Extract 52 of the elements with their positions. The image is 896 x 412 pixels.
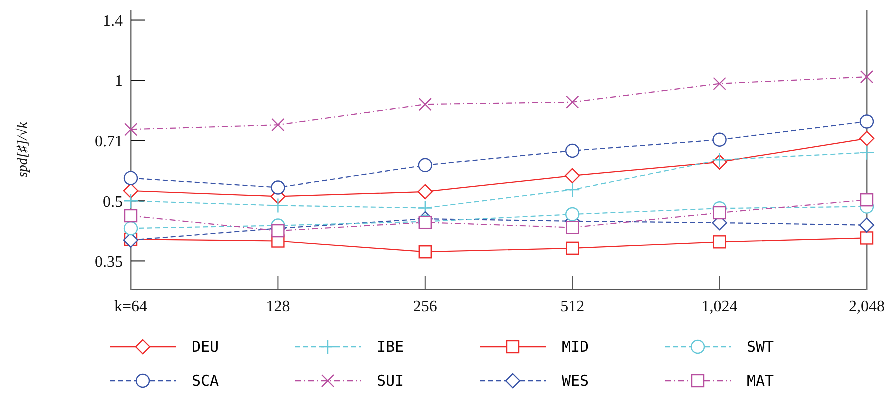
point — [272, 118, 285, 132]
point — [713, 77, 726, 90]
point — [566, 207, 580, 222]
point — [123, 183, 139, 199]
legend-label: SUI — [377, 372, 404, 390]
point — [713, 236, 726, 249]
point — [123, 194, 139, 209]
point — [418, 98, 432, 112]
legend-label: IBE — [377, 338, 404, 356]
y-tick-label: 0.35 — [95, 254, 123, 271]
legend-label: MID — [562, 338, 590, 356]
y-tick-label: 0.71 — [95, 134, 123, 151]
point — [566, 144, 580, 158]
legend-label: SWT — [747, 338, 774, 356]
point — [860, 193, 874, 207]
x-tick-label: 256 — [413, 298, 438, 316]
point — [713, 206, 726, 220]
x-tick-label: 2,048 — [849, 298, 885, 316]
x-tick-label: 128 — [266, 298, 290, 316]
point — [860, 114, 874, 129]
point — [271, 180, 286, 195]
point — [124, 222, 138, 236]
legend-label: MAT — [747, 372, 774, 390]
point — [860, 70, 874, 84]
point — [860, 232, 874, 245]
point — [418, 246, 432, 259]
point — [566, 242, 580, 256]
legend-label: SCA — [192, 372, 220, 390]
point — [270, 198, 286, 214]
y-axis-title: spd[♯]/√k — [14, 122, 31, 178]
point — [418, 158, 432, 172]
y-tick-label: 0.5 — [103, 194, 123, 211]
point — [124, 123, 138, 136]
point — [272, 224, 285, 238]
point — [124, 209, 138, 223]
y-tick-label: 1 — [115, 73, 123, 90]
point — [859, 131, 875, 146]
point — [859, 218, 875, 233]
point — [565, 168, 580, 184]
x-tick-label: 1,024 — [702, 298, 738, 316]
point — [124, 171, 138, 186]
point — [566, 221, 580, 234]
legend-label: DEU — [192, 338, 220, 356]
point — [566, 96, 580, 109]
x-tick-label: 512 — [560, 298, 585, 316]
legend-label: WES — [562, 372, 590, 390]
point — [418, 184, 433, 200]
point — [712, 132, 727, 147]
y-tick-label: 1.4 — [103, 12, 123, 30]
x-tick-label: k=64 — [114, 298, 148, 316]
point — [565, 182, 580, 198]
point — [859, 145, 875, 160]
